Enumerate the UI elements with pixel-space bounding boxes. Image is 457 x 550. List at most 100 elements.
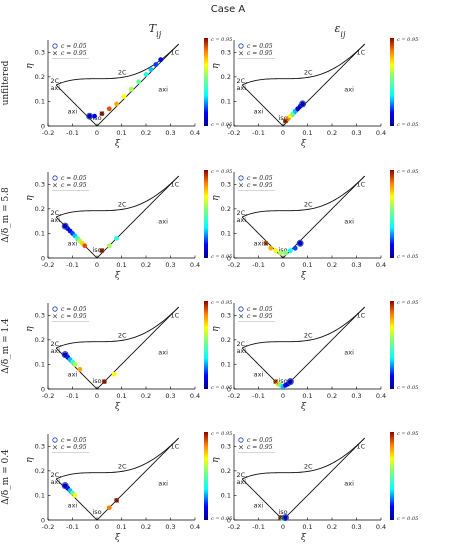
colorbar-top-label: c = 0.95 xyxy=(397,300,418,306)
x-tick-label: 0.3 xyxy=(351,261,361,269)
data-point xyxy=(106,243,112,249)
region-iso-label: iso xyxy=(278,377,287,385)
colorbar-top-label: c = 0.95 xyxy=(211,431,232,437)
marker-c-low xyxy=(61,482,69,490)
x-axis-label: ξ xyxy=(115,139,121,149)
y-axis-label: η xyxy=(211,457,221,463)
legend-label-low: c = 0.05 xyxy=(61,306,87,313)
y-tick-label: 0.2 xyxy=(35,73,45,81)
x-tick-label: 0 xyxy=(281,129,285,137)
x-axis-label: ξ xyxy=(301,271,307,281)
y-tick-label: 0.1 xyxy=(221,98,231,106)
y-tick-label: 0.2 xyxy=(221,73,231,81)
x-tick-label: -0.1 xyxy=(66,523,79,531)
region-2c-label: 2C xyxy=(304,462,313,470)
colorbar xyxy=(390,38,394,126)
x-tick-label: -0.1 xyxy=(252,261,265,269)
y-tick-label: 0 xyxy=(41,254,45,262)
data-point xyxy=(82,243,88,249)
data-point xyxy=(106,106,112,112)
data-point xyxy=(297,240,303,246)
data-point xyxy=(99,111,105,117)
region-axi-label: axi xyxy=(158,218,168,226)
region-2c-axi-label: 2C, xyxy=(236,471,247,479)
region-2c-axi-label: 2C, xyxy=(50,77,61,85)
legend-label-high: c = 0.95 xyxy=(247,444,273,451)
x-tick-label: 0.1 xyxy=(116,129,126,137)
y-axis-label: η xyxy=(25,63,35,69)
region-axi-label: axi xyxy=(344,349,354,357)
boundary-two-component xyxy=(55,175,179,218)
region-axi-left-label: axi xyxy=(254,371,264,379)
y-tick-label: 0.1 xyxy=(221,230,231,238)
data-point xyxy=(72,493,78,498)
colorbar-bottom-label: c = 0.05 xyxy=(211,254,232,260)
marker-c-low xyxy=(286,378,294,386)
region-2c-axi-label: 2C, xyxy=(50,209,61,217)
x-tick-label: 0.1 xyxy=(116,523,126,531)
legend-label-high: c = 0.95 xyxy=(247,182,273,189)
colorbar-top-label: c = 0.95 xyxy=(397,37,418,43)
y-tick-label: 0.1 xyxy=(221,361,231,369)
x-tick-label: 0.3 xyxy=(351,129,361,137)
legend-label-high: c = 0.95 xyxy=(247,313,273,320)
region-axi-left-label: axi xyxy=(254,502,264,510)
x-tick-label: 0.2 xyxy=(327,261,337,269)
row-label: Δ/δ_m = 5.8 xyxy=(1,187,11,243)
boundary-axi-left xyxy=(55,84,98,127)
legend-marker-high: × xyxy=(238,312,244,320)
legend-marker-high: × xyxy=(52,49,58,57)
x-tick-label: 0.1 xyxy=(302,523,312,531)
data-point xyxy=(99,248,105,254)
region-2c-axi-label: 2C, xyxy=(236,340,247,348)
region-iso-label: iso xyxy=(92,377,101,385)
boundary-axi-right xyxy=(282,437,365,521)
y-tick-label: 0.3 xyxy=(35,443,45,451)
x-tick-label: -0.1 xyxy=(252,392,265,400)
colorbar-bottom-label: c = 0.05 xyxy=(211,385,232,391)
marker-c-high: × xyxy=(272,377,279,386)
x-tick-label: 0.1 xyxy=(302,129,312,137)
colorbar-top-label: c = 0.95 xyxy=(211,37,232,43)
y-tick-label: 0.1 xyxy=(221,492,231,500)
region-axi-left-label: axi xyxy=(68,371,78,379)
region-2c-axi-label: axi xyxy=(236,347,246,355)
data-point xyxy=(87,113,93,119)
colorbar xyxy=(204,170,208,258)
x-tick-label: -0.2 xyxy=(42,261,55,269)
y-axis-label: η xyxy=(25,326,35,332)
legend-marker-high: × xyxy=(52,312,58,320)
region-axi-left-label: axi xyxy=(254,240,264,248)
legend-label-low: c = 0.05 xyxy=(61,43,87,50)
region-axi-label: axi xyxy=(344,86,354,94)
boundary-two-component xyxy=(241,43,365,86)
colorbar-bottom-label: c = 0.05 xyxy=(397,254,418,260)
x-tick-label: 0.4 xyxy=(190,261,200,269)
x-axis-label: ξ xyxy=(115,402,121,412)
legend-marker-high: × xyxy=(238,49,244,57)
marker-c-low xyxy=(61,351,69,359)
y-axis-label: η xyxy=(211,63,221,69)
y-tick-label: 0.3 xyxy=(221,443,231,451)
region-iso-label: iso xyxy=(92,114,101,122)
legend-label-low: c = 0.05 xyxy=(61,437,87,444)
colorbar-bottom-label: c = 0.05 xyxy=(397,122,418,128)
data-point xyxy=(101,379,107,385)
x-tick-label: 0 xyxy=(95,523,99,531)
colorbar xyxy=(390,301,394,389)
boundary-axi-left xyxy=(241,478,284,521)
legend-marker-low xyxy=(52,175,58,181)
panel-d14-eps: -0.2 -0.1 0 0.1 0.2 0.3 0.400.10.20.3ξη2C,axi2… xyxy=(211,300,418,412)
y-tick-label: 0.1 xyxy=(35,361,45,369)
panel-d04-eps: -0.2 -0.1 0 0.1 0.2 0.3 0.400.10.20.3ξη2C,axi2… xyxy=(211,431,418,543)
region-1c-label: 1C xyxy=(171,312,180,320)
column-title-T: Tij xyxy=(149,22,162,39)
region-axi-label: axi xyxy=(158,480,168,488)
data-point xyxy=(158,57,164,63)
colorbar xyxy=(204,301,208,389)
marker-c-low xyxy=(61,222,69,230)
region-2c-axi-label: axi xyxy=(50,84,60,92)
x-tick-label: 0 xyxy=(95,392,99,400)
y-tick-label: 0.3 xyxy=(35,181,45,189)
x-tick-label: 0.2 xyxy=(327,523,337,531)
